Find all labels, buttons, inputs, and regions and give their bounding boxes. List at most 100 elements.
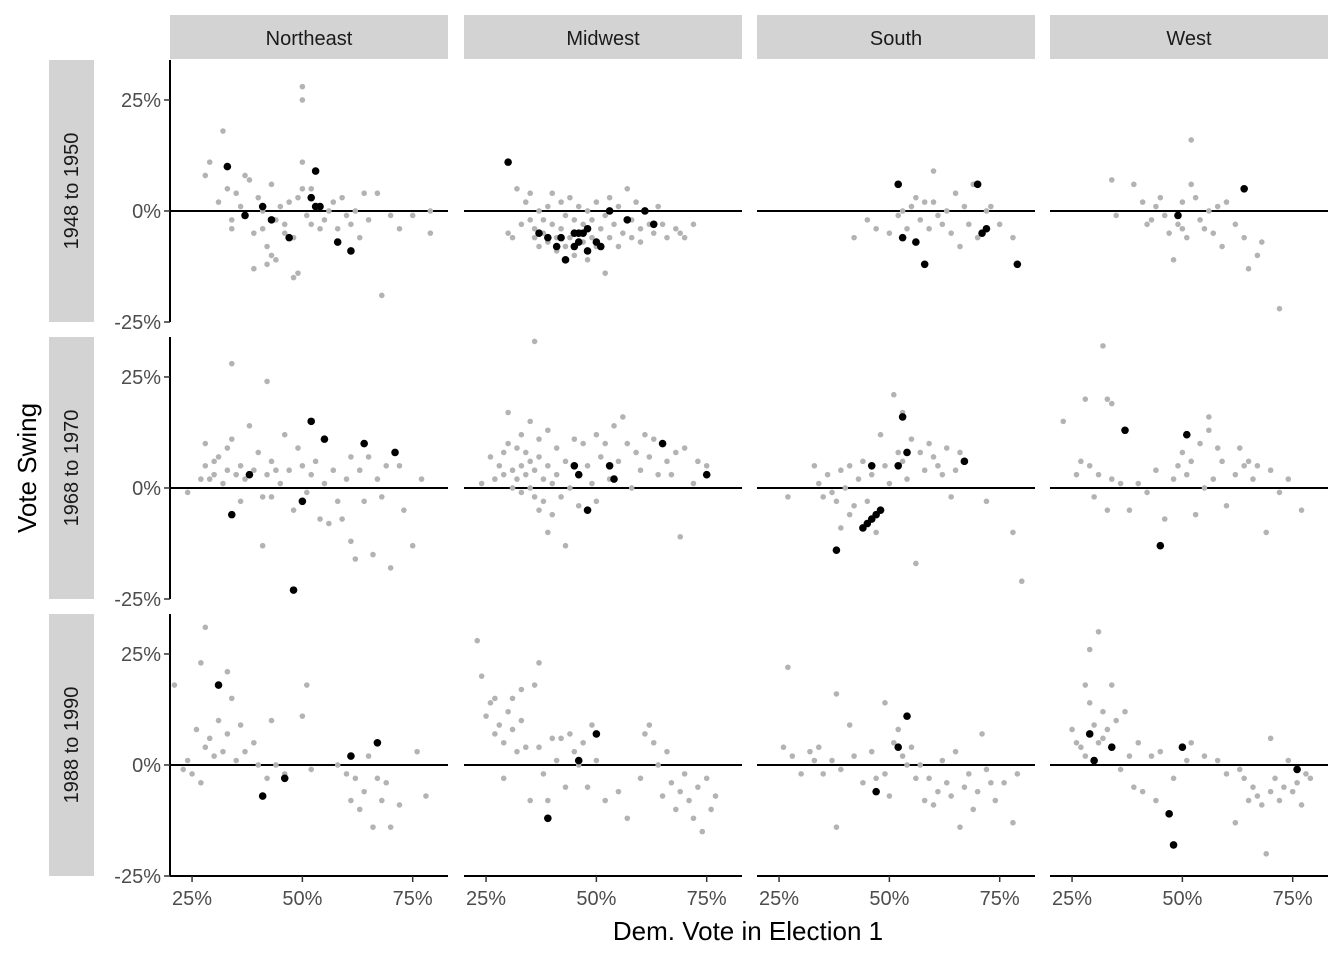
background-point	[1210, 476, 1217, 482]
background-point	[361, 788, 367, 795]
background-point	[286, 199, 292, 205]
background-point	[948, 230, 954, 236]
background-point	[1078, 458, 1084, 465]
background-point	[602, 440, 609, 447]
background-point	[505, 440, 511, 447]
background-point	[545, 797, 551, 804]
background-point	[518, 686, 525, 693]
background-point	[838, 766, 844, 773]
background-point	[1188, 181, 1195, 188]
background-point	[348, 454, 354, 460]
background-point	[1095, 739, 1102, 746]
background-point	[899, 458, 906, 465]
background-point	[611, 221, 617, 228]
background-point	[1091, 494, 1097, 500]
background-point	[580, 221, 586, 228]
x-tick-label: 25%	[172, 888, 212, 910]
background-point	[379, 797, 385, 804]
x-tick-label: 25%	[466, 888, 506, 910]
background-point	[864, 217, 871, 223]
background-point	[593, 431, 600, 438]
background-point	[251, 467, 257, 474]
background-point	[224, 185, 231, 192]
background-point	[966, 221, 972, 228]
background-point	[251, 230, 257, 236]
background-point	[1113, 717, 1119, 724]
background-point	[562, 243, 569, 250]
background-point	[540, 217, 547, 223]
background-point	[518, 717, 525, 724]
background-point	[379, 292, 385, 299]
background-point	[264, 261, 270, 268]
background-point	[597, 454, 604, 460]
background-point	[518, 462, 525, 469]
background-point	[899, 753, 906, 759]
background-point	[943, 208, 950, 214]
background-point	[202, 744, 209, 751]
background-point	[536, 454, 542, 460]
background-point	[948, 793, 954, 799]
background-point	[427, 230, 434, 236]
background-point	[268, 717, 275, 724]
background-point	[1285, 757, 1292, 764]
highlighted-point	[960, 457, 969, 466]
background-point	[268, 181, 275, 188]
background-point	[1100, 708, 1106, 715]
background-point	[1144, 221, 1150, 228]
background-point	[673, 225, 679, 232]
background-point	[1170, 476, 1177, 482]
background-point	[492, 695, 498, 702]
background-point	[527, 458, 533, 465]
background-point	[988, 203, 994, 210]
background-point	[926, 775, 932, 782]
background-point	[273, 762, 279, 768]
background-point	[1197, 217, 1203, 223]
background-point	[1104, 726, 1111, 733]
background-point	[527, 418, 533, 425]
y-tick-label: -25%	[114, 866, 161, 888]
background-point	[536, 208, 542, 214]
background-point	[913, 560, 919, 567]
background-point	[1183, 234, 1190, 241]
background-point	[1206, 414, 1212, 420]
background-point	[642, 431, 648, 438]
background-point	[171, 682, 178, 688]
background-point	[842, 485, 849, 491]
background-point	[584, 784, 591, 790]
background-point	[970, 806, 977, 813]
background-point	[668, 471, 675, 478]
background-point	[1108, 682, 1115, 688]
background-point	[531, 467, 538, 474]
background-point	[695, 458, 701, 465]
background-point	[326, 520, 332, 527]
background-point	[917, 217, 924, 223]
background-point	[829, 757, 835, 764]
highlighted-point	[1174, 211, 1182, 220]
background-point	[339, 194, 345, 201]
background-point	[642, 731, 648, 737]
background-point	[974, 234, 981, 241]
background-point	[1139, 788, 1146, 795]
background-point	[1245, 265, 1252, 272]
background-point	[1100, 343, 1106, 349]
background-point	[567, 194, 573, 201]
background-point	[855, 476, 862, 482]
background-point	[356, 234, 363, 241]
highlighted-point	[289, 586, 298, 594]
highlighted-point	[320, 435, 329, 443]
background-point	[1289, 788, 1296, 795]
background-point	[198, 660, 204, 666]
highlighted-point	[504, 158, 512, 166]
background-point	[580, 440, 586, 447]
background-point	[961, 784, 968, 790]
highlighted-point	[245, 470, 254, 479]
background-point	[268, 252, 275, 259]
background-point	[514, 476, 520, 482]
highlighted-point	[544, 233, 552, 242]
panel-west-0	[1050, 137, 1328, 312]
background-point	[409, 212, 416, 219]
background-point	[255, 762, 262, 768]
highlighted-point	[903, 448, 911, 457]
background-point	[233, 471, 239, 478]
highlighted-point	[583, 506, 592, 514]
